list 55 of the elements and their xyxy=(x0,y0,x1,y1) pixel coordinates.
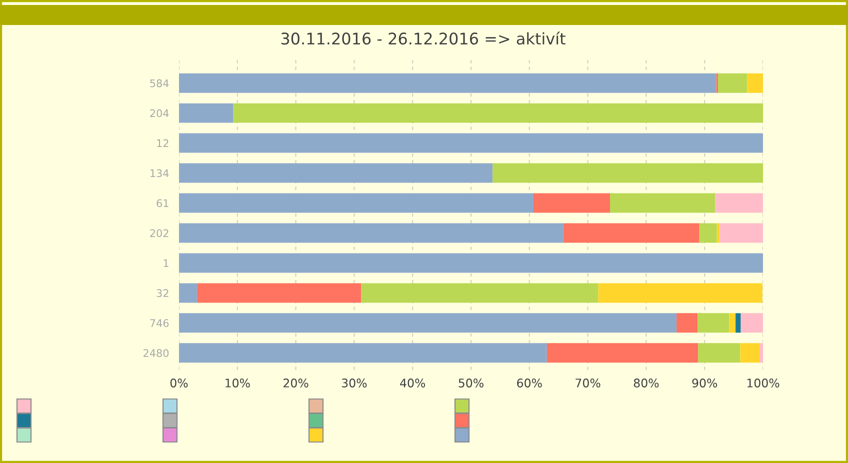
bar xyxy=(740,313,763,333)
bar xyxy=(179,223,564,243)
bar xyxy=(233,103,763,123)
bar xyxy=(720,223,763,243)
x-tick-label: 30% xyxy=(342,378,367,388)
bar xyxy=(533,193,610,213)
y-tick-label: 584 xyxy=(150,79,169,88)
bar xyxy=(736,313,741,333)
bar xyxy=(716,223,720,243)
bar xyxy=(179,163,493,183)
x-tick-label: 80% xyxy=(634,378,659,388)
x-tick-label: 50% xyxy=(458,378,484,388)
x-tick-label: 10% xyxy=(226,378,250,388)
bar xyxy=(563,223,700,243)
y-tick-label: 1 xyxy=(164,259,168,267)
y-tick-label: 746 xyxy=(150,319,169,328)
y-tick-label: 134 xyxy=(150,169,169,178)
y-tick-label: 61 xyxy=(156,199,168,208)
bar xyxy=(179,313,677,333)
bar xyxy=(179,73,716,93)
bar xyxy=(179,133,763,153)
bar xyxy=(179,193,534,213)
bar xyxy=(715,193,763,213)
bar xyxy=(610,193,716,213)
bar xyxy=(546,343,698,363)
y-tick-label: 12 xyxy=(157,139,168,148)
chart-title: 30.11.2016 - 26.12.2016 => aktivít xyxy=(281,32,566,45)
bar xyxy=(698,343,740,363)
bar xyxy=(492,163,763,183)
x-tick-label: 40% xyxy=(400,378,426,388)
bar xyxy=(179,103,234,123)
bar xyxy=(759,343,763,363)
y-tick-label: 32 xyxy=(156,289,168,298)
bar xyxy=(179,283,198,303)
x-tick-label: 90% xyxy=(692,378,718,388)
bar xyxy=(718,73,748,93)
bar xyxy=(747,73,763,93)
y-tick-label: 204 xyxy=(150,109,169,118)
bar xyxy=(676,313,698,333)
x-tick-label: 60% xyxy=(517,378,542,388)
x-tick-label: 20% xyxy=(284,378,308,388)
y-tick-label: 202 xyxy=(150,229,168,238)
y-tick-label: 2480 xyxy=(144,349,169,358)
bar xyxy=(698,313,730,333)
bar xyxy=(699,223,717,243)
bar xyxy=(740,343,760,363)
bar xyxy=(729,313,736,333)
bar xyxy=(361,283,598,303)
bar xyxy=(197,283,362,303)
x-tick-label: 70% xyxy=(576,378,600,388)
bar xyxy=(179,343,547,363)
x-tick-label: 100% xyxy=(747,378,780,388)
bar xyxy=(598,283,762,303)
x-tick-label: 0% xyxy=(170,378,188,388)
bar xyxy=(179,253,763,273)
